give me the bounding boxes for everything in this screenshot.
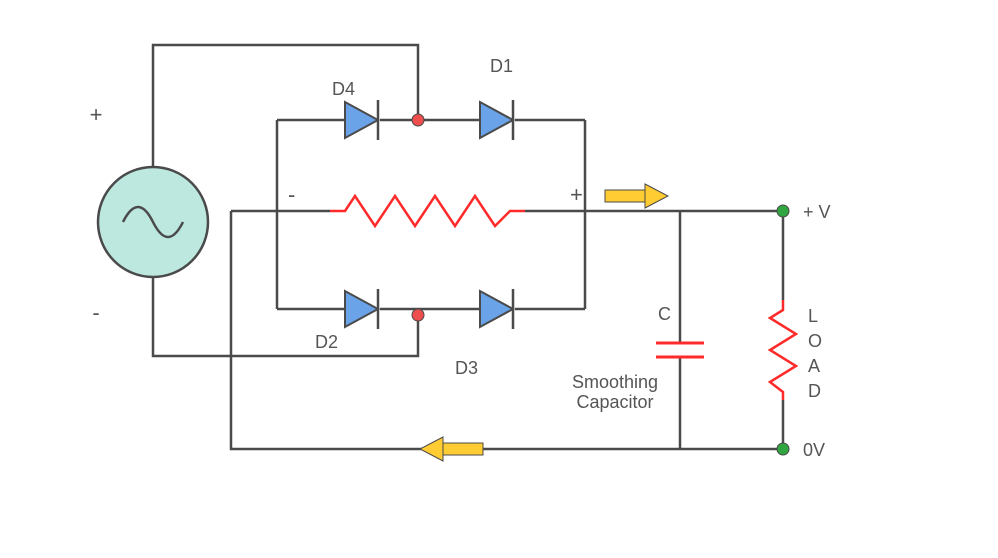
load-letter-l: L [808,306,820,326]
capacitor-desc-1: Smoothing [572,372,658,392]
diode-d2-label: D2 [315,332,338,352]
load-letter-a: A [808,356,822,376]
source-plus-label: + [90,102,103,127]
diode-d1-label: D1 [490,56,513,76]
source-minus-label: - [92,300,99,325]
diode-d3 [480,289,518,329]
zero-rail-label: 0V [803,440,825,460]
diode-d3-label: D3 [455,358,478,378]
node-bridge-bot [412,309,424,321]
load-letter-d: D [808,381,823,401]
wires-group [153,45,783,449]
diode-d2 [345,289,383,329]
wire-zerorail [231,211,783,449]
diode-d1 [480,100,518,140]
circuit-diagram: + - D4 D1 D2 D3 [0,0,998,558]
diode-d4-label: D4 [332,79,355,99]
smoothing-capacitor [656,343,704,357]
capacitor-desc-2: Capacitor [576,392,653,412]
current-arrow-top [605,184,668,208]
node-pos-rail [777,205,789,217]
resistor-horizontal [330,196,525,226]
pos-rail-label: + V [803,202,831,222]
diode-d4 [345,100,383,140]
capacitor-c-label: C [658,304,671,324]
bridge-minus-label: - [288,182,295,207]
load-resistor [770,300,796,400]
node-zero-rail [777,443,789,455]
ac-source: + - [90,102,208,325]
bridge-plus-label: + [570,182,583,207]
load-letter-o: O [808,331,824,351]
node-bridge-top [412,114,424,126]
current-arrow-bot [420,437,483,461]
